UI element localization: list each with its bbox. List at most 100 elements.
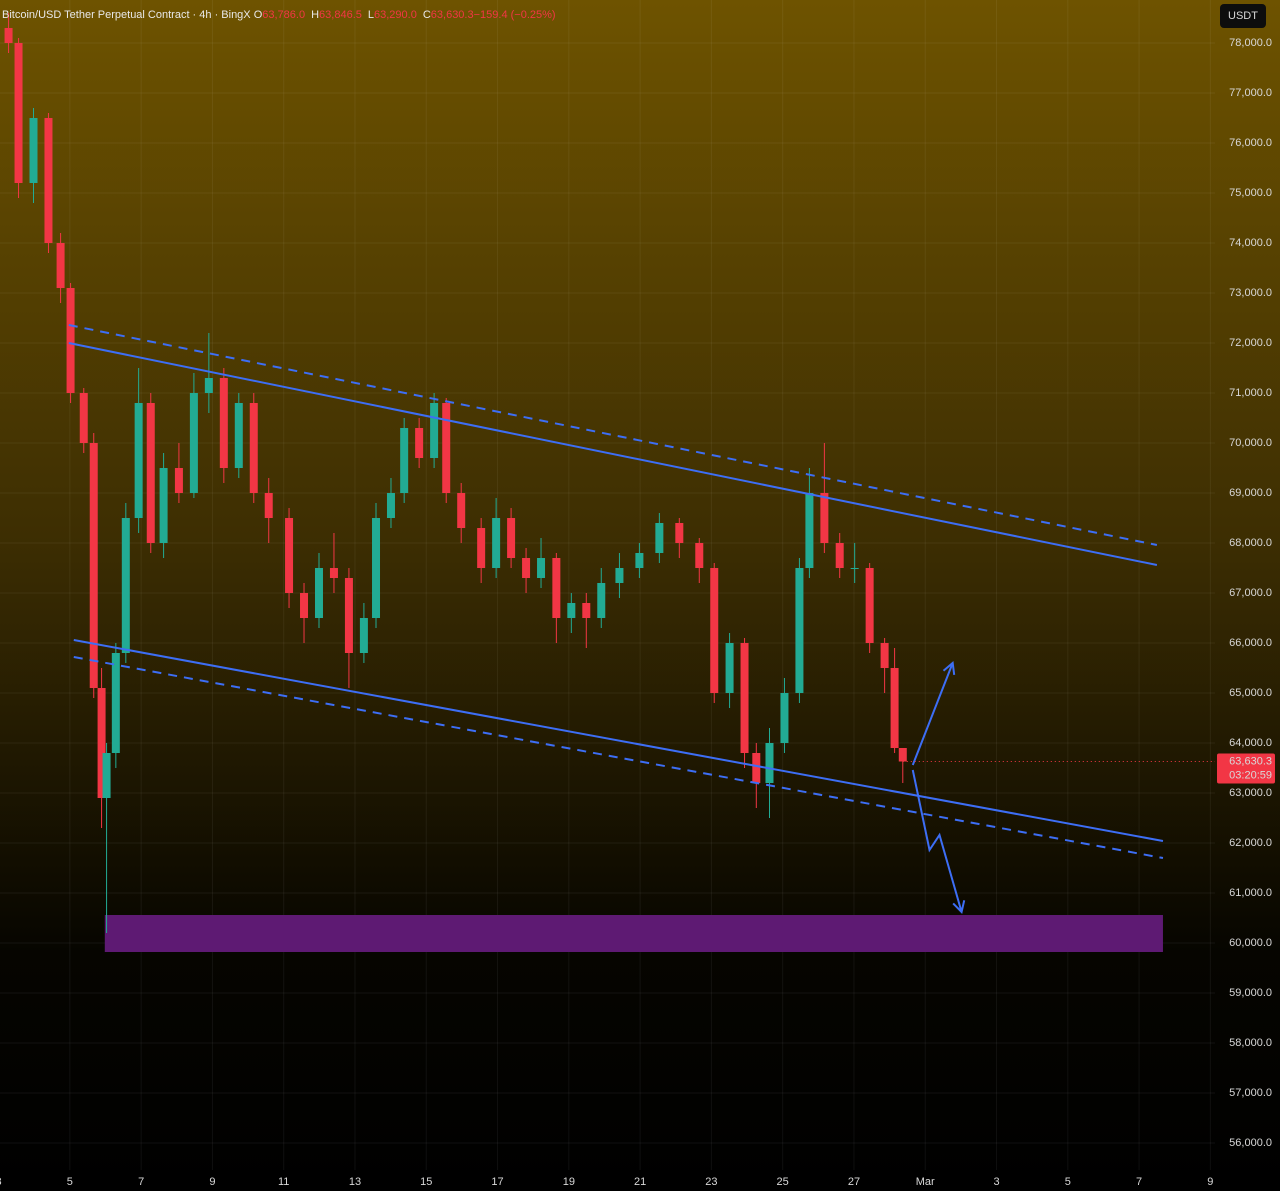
candle-body bbox=[582, 603, 591, 618]
candle-body bbox=[765, 743, 774, 783]
x-tick-label: 5 bbox=[1065, 1176, 1071, 1188]
y-tick-label: 60,000.0 bbox=[1229, 937, 1272, 949]
axes: 56,000.0 57,000.0 58,000.0 59,000.0 60,000.0… bbox=[0, 37, 1275, 1188]
y-tick-label: 68,000.0 bbox=[1229, 537, 1272, 549]
price-tag bbox=[1217, 753, 1275, 784]
x-tick-label: 3 bbox=[993, 1176, 999, 1188]
candle-body bbox=[314, 568, 323, 618]
candle-body bbox=[121, 518, 130, 653]
trendline bbox=[68, 342, 1158, 566]
y-tick-label: 58,000.0 bbox=[1229, 1037, 1272, 1049]
trendline bbox=[73, 639, 1164, 842]
ohlc: O63,786.0 H63,846.5 L63,290.0 C63,630.3−159… bbox=[254, 9, 556, 21]
candle-body bbox=[329, 568, 338, 578]
candle-body bbox=[752, 753, 761, 783]
candle-body bbox=[300, 593, 309, 618]
candle-body bbox=[492, 518, 501, 568]
x-tick-label: 25 bbox=[777, 1176, 789, 1188]
candle-body bbox=[780, 693, 789, 743]
y-tick-label: 66,000.0 bbox=[1229, 637, 1272, 649]
candle-body bbox=[740, 643, 749, 753]
y-tick-label: 64,000.0 bbox=[1229, 737, 1272, 749]
candle-body bbox=[655, 523, 664, 553]
x-tick-label: 7 bbox=[138, 1176, 144, 1188]
y-tick-label: 61,000.0 bbox=[1229, 887, 1272, 899]
candle-body bbox=[204, 378, 213, 393]
y-tick-label: 59,000.0 bbox=[1229, 987, 1272, 999]
candle-body bbox=[880, 643, 889, 668]
candle-body bbox=[865, 568, 874, 643]
x-tick-label: 13 bbox=[349, 1176, 361, 1188]
candle-body bbox=[134, 403, 143, 518]
y-tick-label: 57,000.0 bbox=[1229, 1087, 1272, 1099]
projection-arrow bbox=[911, 662, 954, 766]
candle-body bbox=[898, 748, 907, 762]
y-tick-label: 63,000.0 bbox=[1229, 787, 1272, 799]
candle-body bbox=[44, 118, 53, 243]
y-tick-label: 72,000.0 bbox=[1229, 337, 1272, 349]
x-tick-label: 19 bbox=[563, 1176, 575, 1188]
candle-body bbox=[795, 568, 804, 693]
ohlc-value: 63,290.0 bbox=[374, 9, 417, 21]
candle-body bbox=[372, 518, 381, 618]
candle-body bbox=[102, 753, 111, 798]
y-tick-label: 70,000.0 bbox=[1229, 437, 1272, 449]
candle-body bbox=[56, 243, 65, 288]
ohlc-key: O bbox=[254, 9, 263, 21]
candle-body bbox=[111, 653, 120, 753]
price-countdown: 03:20:59 bbox=[1229, 769, 1272, 781]
ohlc-value: 63,846.5 bbox=[319, 9, 362, 21]
y-tick-label: 77,000.0 bbox=[1229, 87, 1272, 99]
candle-body bbox=[4, 28, 13, 43]
x-tick-label: 7 bbox=[1136, 1176, 1142, 1188]
y-tick-label: 62,000.0 bbox=[1229, 837, 1272, 849]
y-tick-label: 73,000.0 bbox=[1229, 287, 1272, 299]
x-tick-label: 11 bbox=[278, 1176, 289, 1188]
currency-label[interactable]: USDT bbox=[1228, 10, 1258, 22]
currency-button[interactable] bbox=[1220, 4, 1266, 28]
candle-body bbox=[695, 543, 704, 568]
x-tick-label: 15 bbox=[420, 1176, 432, 1188]
candle-body bbox=[359, 618, 368, 653]
header: Bitcoin/USD Tether Perpetual Contract · … bbox=[2, 9, 556, 21]
y-tick-label: 76,000.0 bbox=[1229, 137, 1272, 149]
x-tick-label: 3 bbox=[0, 1176, 2, 1188]
candle-body bbox=[66, 288, 75, 393]
candle-body bbox=[552, 558, 561, 618]
candle-body bbox=[234, 403, 243, 468]
y-tick-label: 69,000.0 bbox=[1229, 487, 1272, 499]
ohlc-value: 63,786.0 bbox=[262, 9, 305, 21]
candle-body bbox=[522, 558, 531, 578]
ohlc-value: −159.4 (−0.25%) bbox=[474, 9, 556, 21]
candle-body bbox=[249, 403, 258, 493]
candle-body bbox=[14, 43, 23, 183]
projection-arrow bbox=[911, 769, 963, 913]
candle-body bbox=[457, 493, 466, 528]
x-tick-label: 23 bbox=[705, 1176, 717, 1188]
candle-body bbox=[219, 378, 228, 468]
candle-body bbox=[805, 493, 814, 568]
candle-body bbox=[635, 553, 644, 568]
candle-body bbox=[285, 518, 294, 593]
candle-body bbox=[264, 493, 273, 518]
candle-body bbox=[710, 568, 719, 693]
candle-body bbox=[835, 543, 844, 568]
y-tick-label: 56,000.0 bbox=[1229, 1137, 1272, 1149]
x-tick-label: 5 bbox=[67, 1176, 73, 1188]
candle-body bbox=[146, 403, 155, 543]
candle-body bbox=[174, 468, 183, 493]
candle-body bbox=[507, 518, 516, 558]
y-tick-label: 78,000.0 bbox=[1229, 37, 1272, 49]
ohlc-key: C bbox=[423, 9, 431, 21]
x-tick-label: 27 bbox=[848, 1176, 860, 1188]
support-zone bbox=[104, 915, 1163, 952]
plot-area bbox=[4, 13, 1215, 952]
candle-body bbox=[79, 393, 88, 443]
symbol-title: Bitcoin/USD Tether Perpetual Contract · … bbox=[2, 9, 251, 21]
candle-body bbox=[400, 428, 409, 493]
candle-body bbox=[430, 403, 439, 458]
y-tick-label: 71,000.0 bbox=[1229, 387, 1272, 399]
